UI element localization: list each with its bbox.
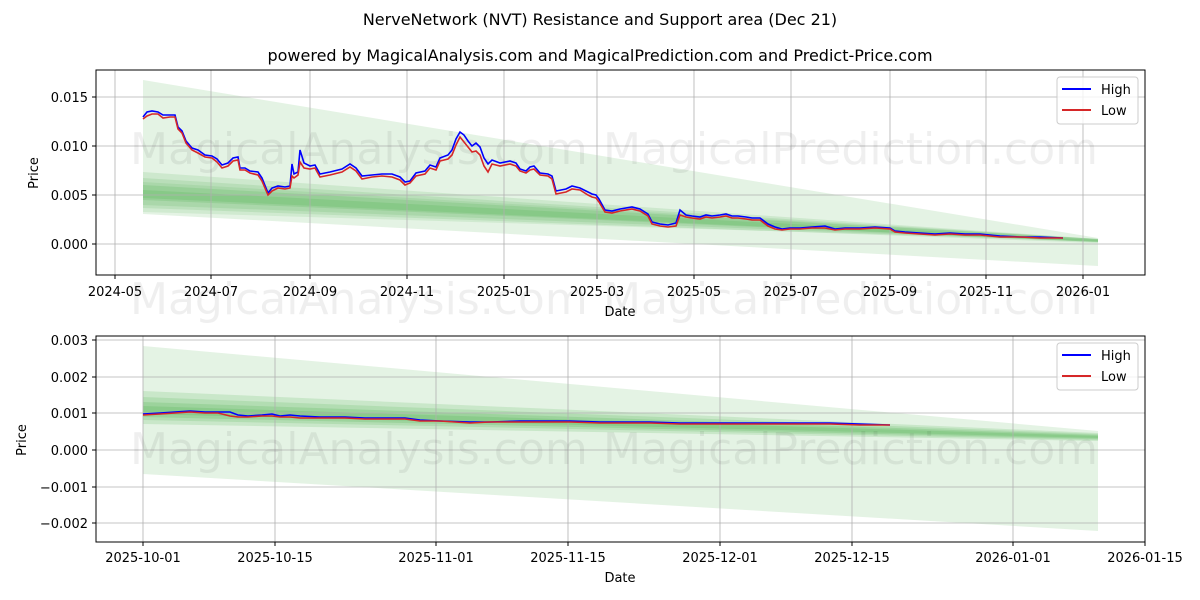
bottom-legend: High Low	[1056, 342, 1139, 391]
bottom-support-resistance-bands	[143, 346, 1098, 531]
bottom-y-tick-label: −0.002	[40, 517, 88, 532]
top-x-tick-label: 2024-11	[380, 285, 434, 300]
top-axes-frame	[95, 69, 1146, 276]
watermark-analysis-3: MagicalAnalysis.com	[130, 424, 588, 475]
top-x-tick-label: 2025-07	[764, 285, 818, 300]
bottom-x-tick-label: 2025-11-01	[398, 551, 474, 566]
top-y-tick-label: 0.010	[51, 140, 88, 155]
low-line	[142, 113, 1063, 239]
bottom-x-tick-label: 2025-12-01	[682, 551, 758, 566]
top-x-tick-label: 2025-05	[667, 285, 721, 300]
legend-high-label: High	[1101, 349, 1131, 364]
bottom-high-line	[142, 410, 891, 426]
top-y-tick-label: 0.000	[51, 238, 88, 253]
bottom-y-tick-label: 0.003	[51, 334, 88, 349]
bottom-y-ticks	[92, 339, 96, 524]
top-x-axis-label: Date	[604, 305, 635, 320]
watermark-prediction-3: MagicalPrediction.com	[603, 424, 1098, 475]
bottom-x-tick-label: 2026-01-15	[1107, 551, 1183, 566]
top-grid	[96, 70, 1145, 275]
top-x-tick-label: 2025-03	[570, 285, 624, 300]
chart-subtitle: powered by MagicalAnalysis.com and Magic…	[267, 46, 933, 65]
top-x-ticks	[114, 275, 1084, 279]
bottom-grid	[96, 336, 1145, 542]
bottom-axes-frame	[95, 335, 1146, 543]
bottom-x-tick-label: 2025-10-15	[237, 551, 313, 566]
top-x-tick-label: 2026-01	[1056, 285, 1110, 300]
bottom-x-tick-label: 2025-11-15	[530, 551, 606, 566]
bottom-low-line	[142, 411, 890, 426]
bottom-y-tick-label: −0.001	[40, 481, 88, 496]
bottom-x-tick-label: 2025-12-15	[814, 551, 890, 566]
top-x-tick-label: 2024-09	[283, 285, 337, 300]
top-x-tick-label: 2025-01	[477, 285, 531, 300]
top-x-tick-label: 2025-11	[959, 285, 1013, 300]
watermark-prediction: MagicalPrediction.com	[603, 124, 1098, 175]
bottom-y-axis-label: Price	[15, 424, 30, 456]
legend-high-label: High	[1101, 83, 1131, 98]
top-y-axis-label: Price	[27, 157, 42, 189]
top-y-tick-label: 0.005	[51, 189, 88, 204]
watermark-prediction-2: MagicalPrediction.com	[603, 274, 1098, 325]
top-y-tick-label: 0.015	[51, 91, 88, 106]
bottom-x-axis-label: Date	[604, 571, 635, 586]
bottom-x-tick-label: 2026-01-01	[975, 551, 1051, 566]
bottom-x-tick-label: 2025-10-01	[105, 551, 181, 566]
bottom-y-tick-label: 0.000	[51, 444, 88, 459]
top-x-tick-label: 2024-05	[88, 285, 142, 300]
legend-low-label: Low	[1101, 370, 1127, 385]
legend-low-label: Low	[1101, 104, 1127, 119]
chart-title: NerveNetwork (NVT) Resistance and Suppor…	[362, 10, 838, 29]
bottom-chart: MagicalAnalysis.com MagicalPrediction.co…	[15, 334, 1183, 586]
watermark-analysis: MagicalAnalysis.com	[130, 124, 588, 175]
top-legend: High Low	[1056, 76, 1139, 125]
top-x-tick-label: 2025-09	[863, 285, 917, 300]
top-y-ticks	[92, 96, 96, 245]
bottom-y-tick-label: 0.002	[51, 371, 88, 386]
high-line	[142, 110, 1064, 239]
bottom-x-ticks	[142, 542, 1146, 546]
bottom-y-tick-label: 0.001	[51, 407, 88, 422]
watermark-analysis-2: MagicalAnalysis.com	[130, 274, 588, 325]
top-x-tick-label: 2024-07	[184, 285, 238, 300]
top-chart: MagicalAnalysis.com MagicalPrediction.co…	[27, 69, 1146, 325]
